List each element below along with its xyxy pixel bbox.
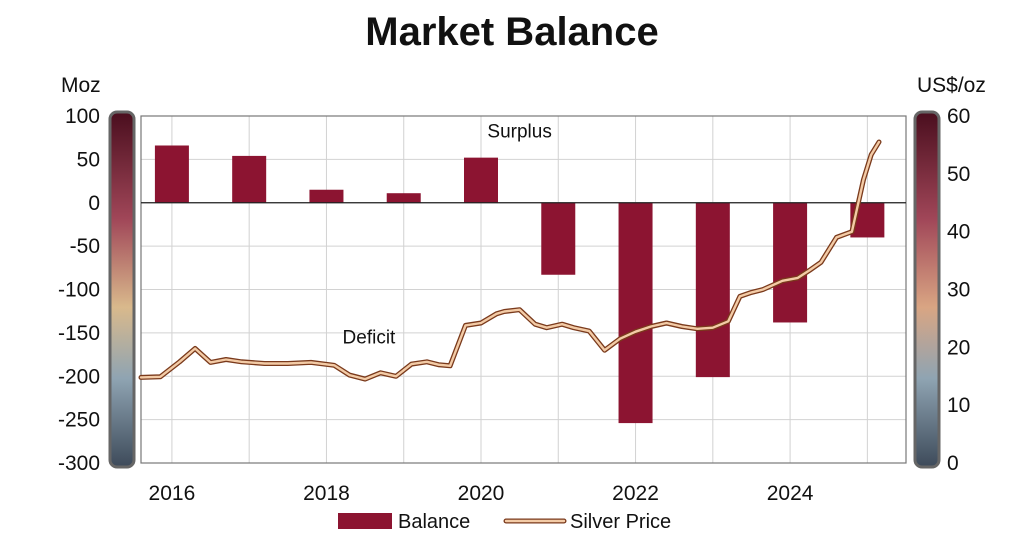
left-tick-label: 100 [65,105,100,128]
balance-bar [464,157,498,203]
legend-balance-label: Balance [398,511,470,533]
left-axis-ticks: 100 50 0 -50 -100 -150 -200 -250 -300 [58,105,100,475]
left-tick-label: 0 [88,192,100,215]
annotation-surplus: Surplus [487,122,551,143]
balance-bar [773,202,808,323]
x-axis-ticks: 2016 2018 2020 2022 2024 [149,482,814,505]
right-axis-label: US$/oz [917,74,986,97]
balance-bar [695,202,730,378]
balance-bar [386,193,421,203]
right-tick-label: 30 [947,279,970,302]
left-axis-label: Moz [61,74,101,97]
legend: Balance Silver Price [338,511,671,533]
left-tick-label: -300 [58,452,100,475]
right-tick-label: 60 [947,105,970,128]
legend-price-label: Silver Price [570,511,671,533]
x-tick-label: 2022 [612,482,659,505]
left-tick-label: -150 [58,322,100,345]
left-tick-label: -100 [58,279,100,302]
chart-title: Market Balance [365,10,659,54]
left-tick-label: -200 [58,365,100,388]
silver-price-line-core [139,140,881,381]
left-axis-color-bar [108,110,136,469]
left-tick-label: -250 [58,409,100,432]
right-tick-label: 40 [947,221,970,244]
balance-bar [232,155,267,203]
right-axis-color-bar [913,110,941,469]
x-tick-label: 2018 [303,482,350,505]
right-tick-label: 50 [947,163,970,186]
annotation-deficit: Deficit [343,327,397,348]
right-tick-label: 20 [947,336,970,359]
balance-bar [154,145,189,203]
balance-bar [541,202,576,275]
right-axis-ticks: 60 50 40 30 20 10 0 [947,105,970,475]
balance-bar [309,189,344,203]
right-tick-label: 0 [947,452,959,475]
balance-bar [618,202,653,424]
silver-price-line [138,139,882,382]
left-tick-label: 50 [77,148,100,171]
x-tick-label: 2020 [458,482,505,505]
plot-area-border [140,115,907,464]
x-tick-label: 2024 [767,482,814,505]
legend-balance-swatch [338,513,392,529]
left-tick-label: -50 [70,235,100,258]
right-tick-label: 10 [947,394,970,417]
x-tick-label: 2016 [149,482,196,505]
